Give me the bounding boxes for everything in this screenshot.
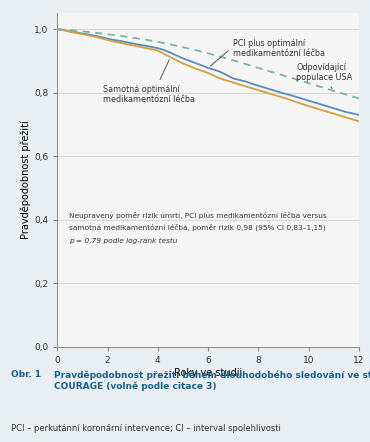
Text: Odpovídající
populace USA: Odpovídající populace USA: [296, 62, 352, 88]
Text: PCI – perkutánní koronární intervence; CI – interval spolehlivosti: PCI – perkutánní koronární intervence; C…: [11, 424, 281, 433]
Text: Samotná optimální
medikamentózní léčba: Samotná optimální medikamentózní léčba: [102, 60, 195, 104]
Y-axis label: Pravděpodobnost přežití: Pravděpodobnost přežití: [21, 121, 31, 240]
Text: PCI plus optimální
medikamentózní léčba: PCI plus optimální medikamentózní léčba: [210, 39, 325, 66]
X-axis label: Roky ve studii: Roky ve studii: [174, 368, 242, 378]
Text: samotná medikamentózní léčba, poměr rizik 0,98 (95% CI 0,83–1,15): samotná medikamentózní léčba, poměr rizi…: [70, 224, 326, 231]
Text: Obr. 1: Obr. 1: [11, 370, 41, 379]
Text: Pravděpodobnost přežití během dlouhodobého sledování ve studii
COURAGE (volně po: Pravděpodobnost přežití během dlouhodobé…: [54, 370, 370, 391]
Text: p = 0,79 podle log-rank testu: p = 0,79 podle log-rank testu: [70, 237, 178, 244]
Text: Neupravený poměr rizik úmrtí, PCI plus medikamentózní léčba versus: Neupravený poměr rizik úmrtí, PCI plus m…: [70, 212, 327, 219]
